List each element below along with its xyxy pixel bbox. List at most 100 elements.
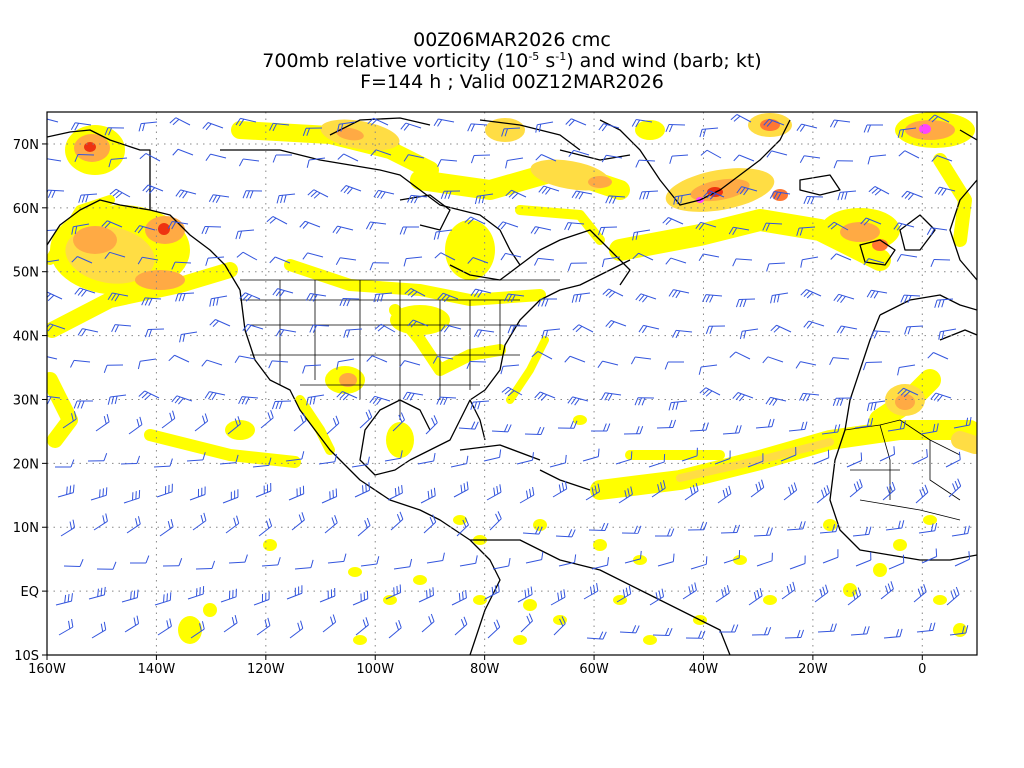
- barb-staff: [799, 226, 816, 229]
- wind-barb: [108, 157, 128, 168]
- barb-staff: [242, 396, 259, 399]
- barb-staff: [294, 567, 311, 570]
- barb-flag: [203, 512, 207, 521]
- barb-flag: [178, 397, 184, 405]
- barb-staff: [280, 328, 297, 333]
- barb-flag: [334, 453, 338, 462]
- wind-barb: [836, 325, 858, 334]
- barb-staff: [619, 631, 637, 634]
- barb-flag: [934, 522, 938, 531]
- wind-barb: [863, 258, 885, 266]
- barb-staff: [525, 559, 542, 564]
- barb-staff: [161, 417, 176, 429]
- barb-flag: [81, 194, 86, 203]
- barb-flag: [540, 426, 545, 435]
- barb-flag: [201, 226, 206, 235]
- wind-barb: [888, 554, 905, 570]
- barb-staff: [274, 256, 291, 264]
- barb-flag: [407, 319, 414, 327]
- barb-flag: [786, 585, 790, 594]
- wind-barb: [291, 512, 305, 531]
- wind-barb: [336, 358, 355, 370]
- wind-barb: [786, 521, 806, 531]
- barb-flag: [103, 621, 107, 630]
- wind-barb: [450, 455, 469, 468]
- barb-flag: [698, 366, 702, 375]
- barb-flag: [102, 488, 104, 497]
- barb-flag: [399, 226, 404, 235]
- barb-staff: [423, 521, 437, 534]
- barb-flag: [792, 581, 796, 590]
- barb-flag: [141, 392, 149, 399]
- barb-staff: [936, 155, 953, 162]
- wind-barb: [664, 361, 684, 370]
- barb-flag: [672, 402, 676, 411]
- barb-flag: [431, 417, 436, 426]
- barb-flag: [41, 231, 43, 239]
- wind-barb: [854, 417, 874, 429]
- barb-staff: [81, 193, 98, 196]
- wind-barb: [159, 518, 174, 537]
- barb-staff: [489, 518, 502, 531]
- barb-flag: [903, 390, 911, 398]
- barb-staff: [180, 189, 197, 195]
- barb-flag: [169, 458, 173, 467]
- barb-flag: [470, 288, 476, 296]
- coastline-segment: [470, 539, 731, 655]
- barb-staff: [508, 293, 525, 297]
- wind-barb: [860, 217, 882, 226]
- barb-flag: [312, 294, 318, 302]
- wind-barb: [571, 292, 591, 303]
- barb-staff: [380, 323, 396, 333]
- barb-staff: [355, 624, 369, 636]
- barb-staff: [517, 594, 533, 603]
- barb-flag: [499, 449, 502, 458]
- barb-flag: [874, 189, 882, 196]
- wind-barb: [484, 583, 500, 600]
- barb-staff: [748, 595, 763, 606]
- wind-barb: [421, 613, 435, 633]
- wind-barb: [324, 514, 338, 534]
- wind-barb: [605, 195, 626, 204]
- barb-flag: [269, 256, 276, 264]
- vorticity-area: [339, 373, 357, 387]
- barb-flag: [216, 297, 219, 306]
- barb-staff: [387, 492, 403, 501]
- barb-flag: [941, 331, 945, 340]
- wind-barb: [652, 627, 673, 637]
- barb-staff: [885, 527, 902, 531]
- barb-flag: [500, 253, 506, 261]
- lon-tick-label: 0: [918, 662, 926, 677]
- vorticity-area: [386, 422, 414, 458]
- wind-barb: [138, 390, 160, 400]
- barb-flag: [267, 617, 271, 626]
- wind-barb: [634, 397, 655, 406]
- wind-barb: [669, 154, 689, 164]
- barb-staff: [406, 256, 423, 260]
- barb-staff: [578, 324, 594, 333]
- barb-flag: [370, 149, 377, 157]
- barb-flag: [800, 259, 803, 268]
- barb-staff: [887, 428, 904, 432]
- barb-staff: [121, 597, 138, 603]
- barb-flag: [890, 581, 894, 590]
- barb-staff: [404, 360, 421, 366]
- wind-barb: [948, 478, 962, 498]
- barb-staff: [747, 460, 764, 468]
- barb-staff: [156, 491, 173, 498]
- barb-staff: [715, 592, 730, 603]
- wind-barb: [179, 331, 198, 343]
- wind-barb: [702, 294, 723, 303]
- barb-flag: [97, 588, 99, 597]
- coastline-segment: [47, 129, 241, 291]
- barb-flag: [139, 153, 147, 160]
- vorticity-band: [515, 205, 605, 245]
- barb-flag: [866, 289, 872, 298]
- barb-staff: [318, 461, 335, 465]
- barb-flag: [410, 291, 418, 298]
- barb-staff: [502, 221, 519, 228]
- wind-barb: [420, 487, 436, 504]
- wind-barb: [900, 294, 921, 304]
- barb-staff: [442, 292, 459, 300]
- barb-flag: [166, 593, 168, 602]
